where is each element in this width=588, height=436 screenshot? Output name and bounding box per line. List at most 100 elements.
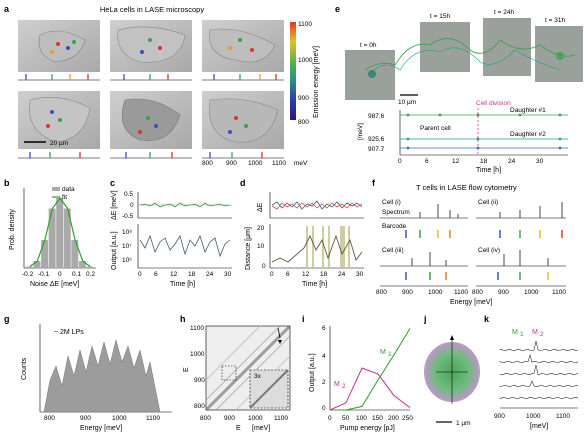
time-label-15h: t = 15h — [430, 13, 450, 20]
spectrum-label: Spectrum — [382, 209, 410, 216]
cell-iv-label: Cell (iv) — [478, 247, 500, 254]
c-xtick-12: 12 — [170, 271, 178, 278]
time-label-0h: t = 0h — [360, 42, 377, 49]
timelapse-frame-15h — [420, 22, 470, 72]
b-xtick-4: 0.1 — [72, 271, 81, 278]
lane-daughter-1: Daughter #1 — [510, 107, 546, 114]
c-xtick-18: 18 — [188, 271, 196, 278]
c-ytick-b3: 10⁶ — [122, 257, 132, 264]
k-spectrum-trace — [499, 380, 578, 388]
d-ytick-20: 20 — [257, 225, 265, 232]
panel-e-scalebar: 10 µm — [398, 99, 416, 106]
h-ylabel: E — [183, 367, 190, 372]
legend-fit: fit — [62, 194, 67, 201]
d-xtick-18: 18 — [320, 271, 328, 278]
h-ytick-800: 800 — [194, 403, 205, 410]
histogram-bar — [48, 208, 56, 268]
panel-i-label: i — [302, 314, 305, 324]
i-xtick-250: 250 — [402, 415, 413, 422]
colorbar-title: Emission energy [meV] — [313, 46, 320, 118]
panel-k: k M 1 M 2 900 1000 1100 [meV] — [484, 314, 579, 430]
h-ytick-900: 900 — [194, 377, 205, 384]
cell-trajectory — [364, 38, 576, 71]
panel-a: a HeLa cells in LASE microscopy — [4, 4, 320, 167]
k-xtick-1100: 1100 — [556, 413, 570, 420]
panel-g-label: g — [4, 314, 10, 324]
svg-text:2: 2 — [540, 331, 544, 338]
c-xtick-0: 0 — [138, 271, 142, 278]
histogram-bar — [41, 240, 49, 268]
i-label-m1: M — [380, 349, 386, 356]
panel-b: b data fit Prob. density -0.2 -0.1 0 0.1… — [4, 178, 96, 288]
d-ytick-0: 0 — [262, 263, 266, 270]
f-xtick-900: 900 — [402, 289, 413, 296]
k-spectra-stack — [499, 340, 579, 400]
e-ylabel: [meV] — [357, 123, 364, 140]
g-xlabel: Energy [meV] — [80, 425, 122, 432]
histogram-bar — [63, 208, 71, 268]
k-xtick-1000: 1000 — [526, 413, 541, 420]
c-ytick-3: -0.5 — [122, 213, 134, 220]
panel-f: f T cells in LASE flow cytometry Cell (i… — [372, 178, 566, 306]
d-xlabel: Time [h] — [302, 281, 327, 288]
b-xtick-2: -0.1 — [38, 271, 50, 278]
i-xtick-100: 100 — [356, 415, 367, 422]
h-ytick-1000: 1000 — [190, 351, 205, 358]
gaussian-fit-line — [29, 196, 91, 268]
histogram-bar — [86, 266, 94, 268]
cell-division-label: Cell division — [476, 100, 511, 107]
e-ytick-925: 925.6 — [368, 136, 385, 143]
timelapse-frame-24h — [483, 18, 531, 76]
d-ytick-10: 10 — [257, 243, 265, 250]
e-xtick-30: 30 — [536, 158, 544, 165]
g-ylabel: Counts — [21, 357, 28, 380]
panel-h: h 3x E 1100 1000 900 800 800 900 1000 11… — [180, 314, 292, 432]
f-xtick-800: 800 — [376, 289, 387, 296]
a-axis-800: 800 — [202, 160, 213, 167]
panel-h-label: h — [180, 314, 186, 324]
b-xtick-3: 0 — [58, 271, 62, 278]
colorbar-tick-1100: 1100 — [298, 21, 312, 28]
panel-d: d ΔE 20 10 0 Distance [µm] 0 6 12 18 24 … — [240, 178, 364, 288]
barcode-label: Barcode — [382, 223, 407, 230]
c-xtick-30: 30 — [224, 271, 232, 278]
e-xtick-12: 12 — [452, 158, 460, 165]
panel-c-label: c — [110, 178, 115, 188]
d-trace-red — [271, 202, 363, 210]
f-xtick2-900: 900 — [498, 289, 509, 296]
panel-e-label: e — [335, 4, 340, 14]
svg-text:2: 2 — [342, 383, 346, 390]
d-highlight-bands — [306, 226, 350, 268]
g-xtick-1000: 1000 — [112, 415, 127, 422]
c-ytick-b1: 10⁸ — [122, 229, 132, 236]
a-axis-unit: meV — [294, 160, 308, 167]
colorbar-tick-800: 800 — [298, 119, 309, 126]
c-ytick-2: 0 — [130, 202, 134, 209]
d-ylabel-top: ΔE — [257, 202, 264, 212]
i-series-m2 — [329, 367, 411, 411]
c-xtick-6: 6 — [154, 271, 158, 278]
d-xtick-24: 24 — [338, 271, 346, 278]
f-xtick-1000: 1000 — [428, 289, 443, 296]
g-xtick-1100: 1100 — [146, 415, 160, 422]
e-xtick-24: 24 — [508, 158, 516, 165]
d-xtick-12: 12 — [302, 271, 310, 278]
d-trace-blue — [271, 200, 363, 210]
panel-j: j 1 µm — [423, 314, 480, 427]
i-ytick-2: 2 — [322, 379, 326, 386]
i-xtick-50: 50 — [342, 415, 350, 422]
colorbar-tick-1000: 1000 — [298, 57, 313, 64]
panel-a-scalebar: 20 µm — [50, 140, 68, 147]
k-spectrum-trace — [499, 396, 579, 400]
cell-image-grid — [18, 20, 284, 149]
svg-text:1: 1 — [520, 331, 524, 338]
panel-j-label: j — [423, 314, 427, 324]
h-xtick-900: 900 — [224, 415, 235, 422]
panel-a-title: HeLa cells in LASE microscopy — [100, 5, 204, 14]
histogram-bar — [78, 261, 86, 268]
legend-data: data — [62, 186, 75, 193]
e-ytick-907: 907.7 — [368, 146, 385, 153]
k-spectrum-trace — [499, 353, 579, 364]
e-xlabel: Time [h] — [476, 167, 501, 174]
c-ytick-b2: 10⁷ — [122, 243, 132, 250]
